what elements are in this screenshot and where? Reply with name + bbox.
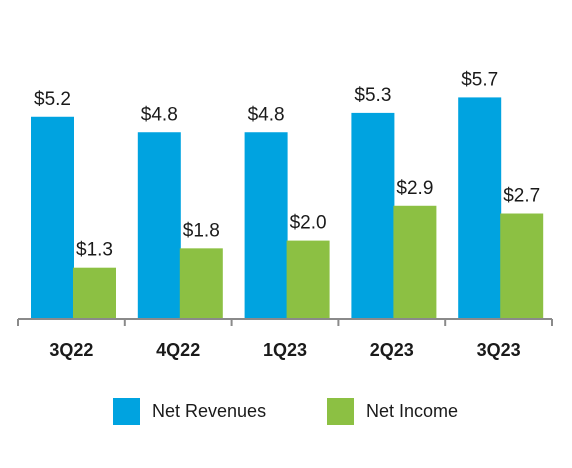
bar [393,205,437,318]
x-tick-label: 4Q22 [156,340,200,360]
value-label: $4.8 [141,104,178,125]
value-label: $2.9 [396,178,433,199]
value-label: $1.8 [183,220,220,241]
bar [500,213,544,318]
x-tick-label: 1Q23 [263,340,307,360]
bar [244,132,288,318]
x-tick-label: 3Q22 [49,340,93,360]
value-label: $1.3 [76,240,113,261]
bar [179,248,223,318]
bar [458,97,502,318]
bar [31,116,74,318]
bar [137,132,181,318]
value-label: $5.7 [461,69,498,90]
bar [351,112,395,318]
value-label: $4.8 [248,104,285,125]
bar [73,267,116,318]
legend-swatch [327,398,354,425]
legend-label: Net Income [366,401,458,421]
value-label: $2.7 [503,186,540,207]
value-label: $5.3 [354,85,391,106]
legend-label: Net Revenues [152,401,266,421]
value-label: $5.2 [34,89,71,110]
bar [286,240,330,318]
x-tick-label: 3Q23 [477,340,521,360]
value-label: $2.0 [290,213,327,234]
legend-swatch [113,398,140,425]
x-tick-label: 2Q23 [370,340,414,360]
